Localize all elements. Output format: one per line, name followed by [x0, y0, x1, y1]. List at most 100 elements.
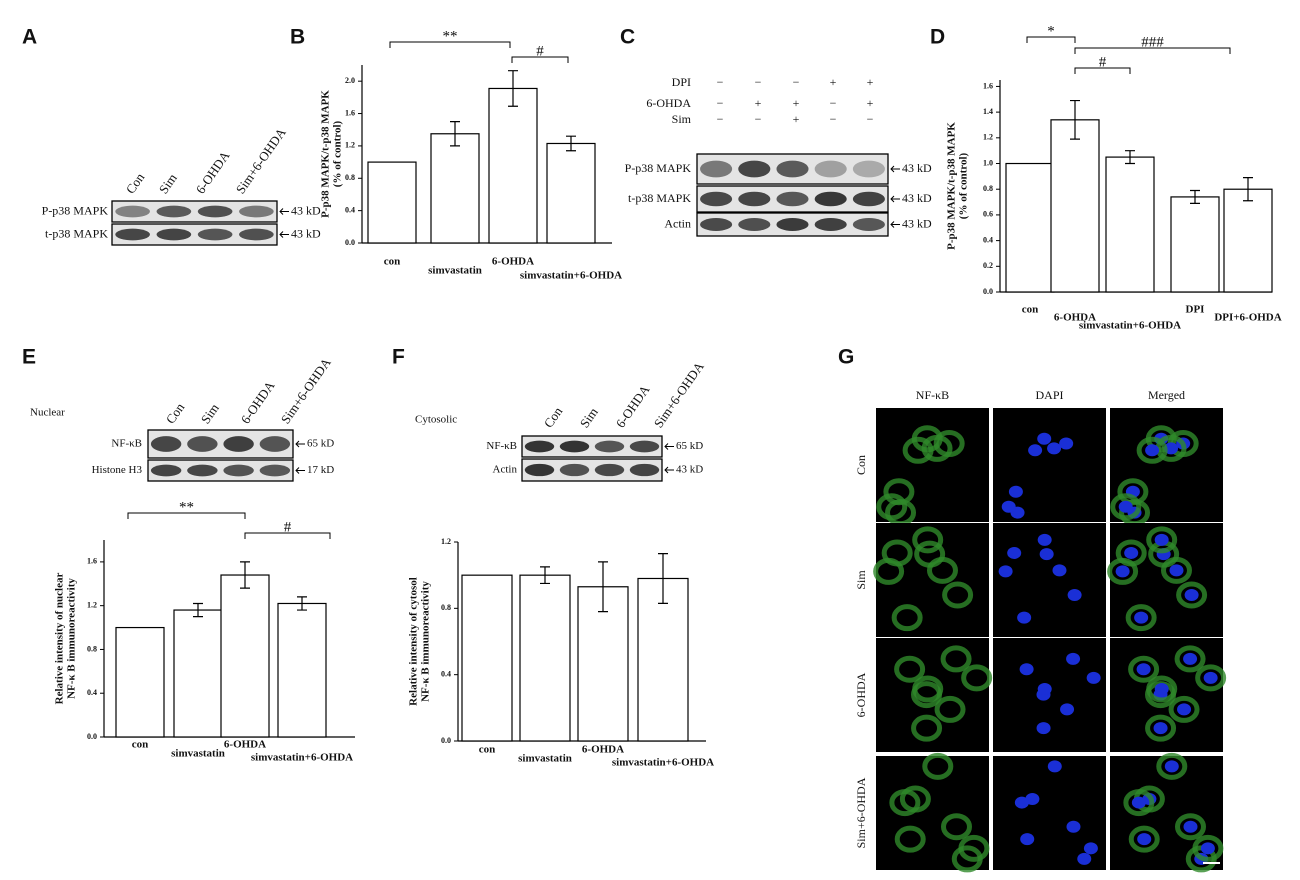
- treatment-sign: +: [867, 75, 874, 89]
- blot-band: [814, 191, 847, 207]
- nucleus: [1137, 833, 1152, 846]
- error-bar: [1243, 177, 1253, 202]
- cell: [940, 645, 972, 673]
- error-bar: [297, 596, 307, 611]
- treatment-label: Sim: [672, 112, 692, 126]
- cell: [921, 434, 953, 462]
- lane-label: 6-OHDA: [193, 148, 233, 197]
- lane-label: Con: [541, 404, 566, 431]
- x-tick-label: DPI+6-OHDA: [1214, 312, 1281, 324]
- lane-label: 6-OHDA: [613, 382, 653, 431]
- cell: [942, 581, 974, 609]
- bar: [637, 577, 689, 742]
- significance-bracket: [1074, 47, 1231, 54]
- cell: [1110, 493, 1142, 521]
- blot-band: [814, 160, 847, 178]
- micrograph: [876, 638, 989, 752]
- cell: [873, 557, 905, 585]
- panel-letter: A: [22, 26, 37, 49]
- row-label: P-p38 MAPK: [42, 203, 109, 217]
- error-bar: [540, 566, 550, 585]
- y-axis-label: NF-κ B immunoreactivity: [420, 581, 432, 702]
- y-tick-label: 0.8: [983, 184, 993, 193]
- blot-band: [259, 464, 291, 477]
- size-label: 65 kD: [307, 438, 334, 450]
- cell: [883, 478, 915, 506]
- cell: [926, 556, 958, 584]
- row-label: Actin: [493, 464, 518, 476]
- blot-header: Nuclear: [30, 407, 65, 419]
- blot-band: [738, 160, 771, 178]
- cell: [1117, 478, 1149, 506]
- panel-letter: B: [290, 26, 305, 49]
- blot-band: [776, 218, 809, 231]
- blot-band: [223, 436, 254, 452]
- bar: [1105, 156, 1155, 293]
- panel-letter: D: [930, 26, 945, 49]
- nucleus: [1014, 796, 1029, 809]
- blot-band: [559, 440, 590, 453]
- blot-band: [223, 464, 254, 477]
- error-bar: [450, 121, 460, 147]
- lane-label: Con: [163, 400, 188, 427]
- nucleus: [998, 565, 1013, 578]
- row-label: t-p38 MAPK: [45, 226, 108, 240]
- y-tick-label: 0.0: [983, 287, 993, 296]
- size-label: 65 kD: [676, 440, 703, 452]
- row-label: Sim: [854, 570, 868, 590]
- row-label: Sim+6-OHDA: [854, 777, 868, 848]
- treatment-sign: −: [717, 75, 724, 89]
- blot-band: [197, 228, 233, 241]
- treatment-sign: −: [830, 112, 837, 126]
- lane-label: Sim: [198, 401, 222, 427]
- x-tick-label: 6-OHDA: [224, 739, 266, 751]
- size-arrow: [295, 467, 305, 474]
- x-tick-label: simvastatin+6-OHDA: [251, 752, 353, 764]
- nucleus: [1067, 588, 1082, 601]
- bar: [1170, 196, 1220, 293]
- nucleus: [1086, 671, 1101, 684]
- nucleus: [1028, 444, 1043, 457]
- cell: [1145, 714, 1177, 742]
- y-tick-label: 1.2: [345, 141, 355, 150]
- treatment-sign: +: [793, 96, 800, 110]
- size-arrow: [664, 466, 674, 474]
- x-tick-label: con: [384, 256, 401, 268]
- nucleus: [1136, 663, 1151, 676]
- nucleus: [1039, 548, 1054, 561]
- cell: [889, 789, 921, 817]
- y-tick-label: 1.6: [345, 108, 355, 117]
- blot-strip: [147, 459, 294, 482]
- cell: [1136, 436, 1168, 464]
- nucleus: [1052, 564, 1067, 577]
- cell: [922, 752, 954, 780]
- lane-label: Sim: [156, 171, 180, 197]
- y-tick-label: 0.4: [87, 688, 97, 697]
- significance-bracket: [389, 41, 511, 48]
- treatment-sign: −: [793, 75, 800, 89]
- bar: [519, 574, 571, 742]
- size-label: 43 kD: [902, 191, 932, 205]
- lane-label: Sim+6-OHDA: [233, 125, 290, 197]
- x-tick-label: con: [1022, 304, 1039, 316]
- blot-band: [738, 218, 771, 231]
- y-tick-label: 0.4: [441, 669, 451, 678]
- nucleus: [1060, 703, 1075, 716]
- x-tick-label: simvastatin: [171, 748, 225, 760]
- y-tick-label: 0.8: [345, 173, 355, 182]
- row-label: NF-κB: [486, 440, 517, 452]
- bar: [430, 133, 480, 244]
- size-arrow: [664, 443, 674, 450]
- nucleus: [1131, 796, 1146, 809]
- row-label: t-p38 MAPK: [628, 191, 691, 205]
- blot-band: [594, 463, 625, 477]
- nucleus: [1118, 500, 1133, 513]
- nucleus: [1017, 611, 1032, 624]
- nucleus: [1037, 432, 1052, 445]
- y-tick-label: 0.4: [983, 235, 993, 244]
- blot-band: [814, 218, 847, 231]
- bar: [546, 142, 596, 244]
- y-axis-label: Relative intensity of nuclear: [54, 573, 66, 705]
- blot-band: [259, 436, 291, 452]
- size-arrow: [295, 440, 305, 448]
